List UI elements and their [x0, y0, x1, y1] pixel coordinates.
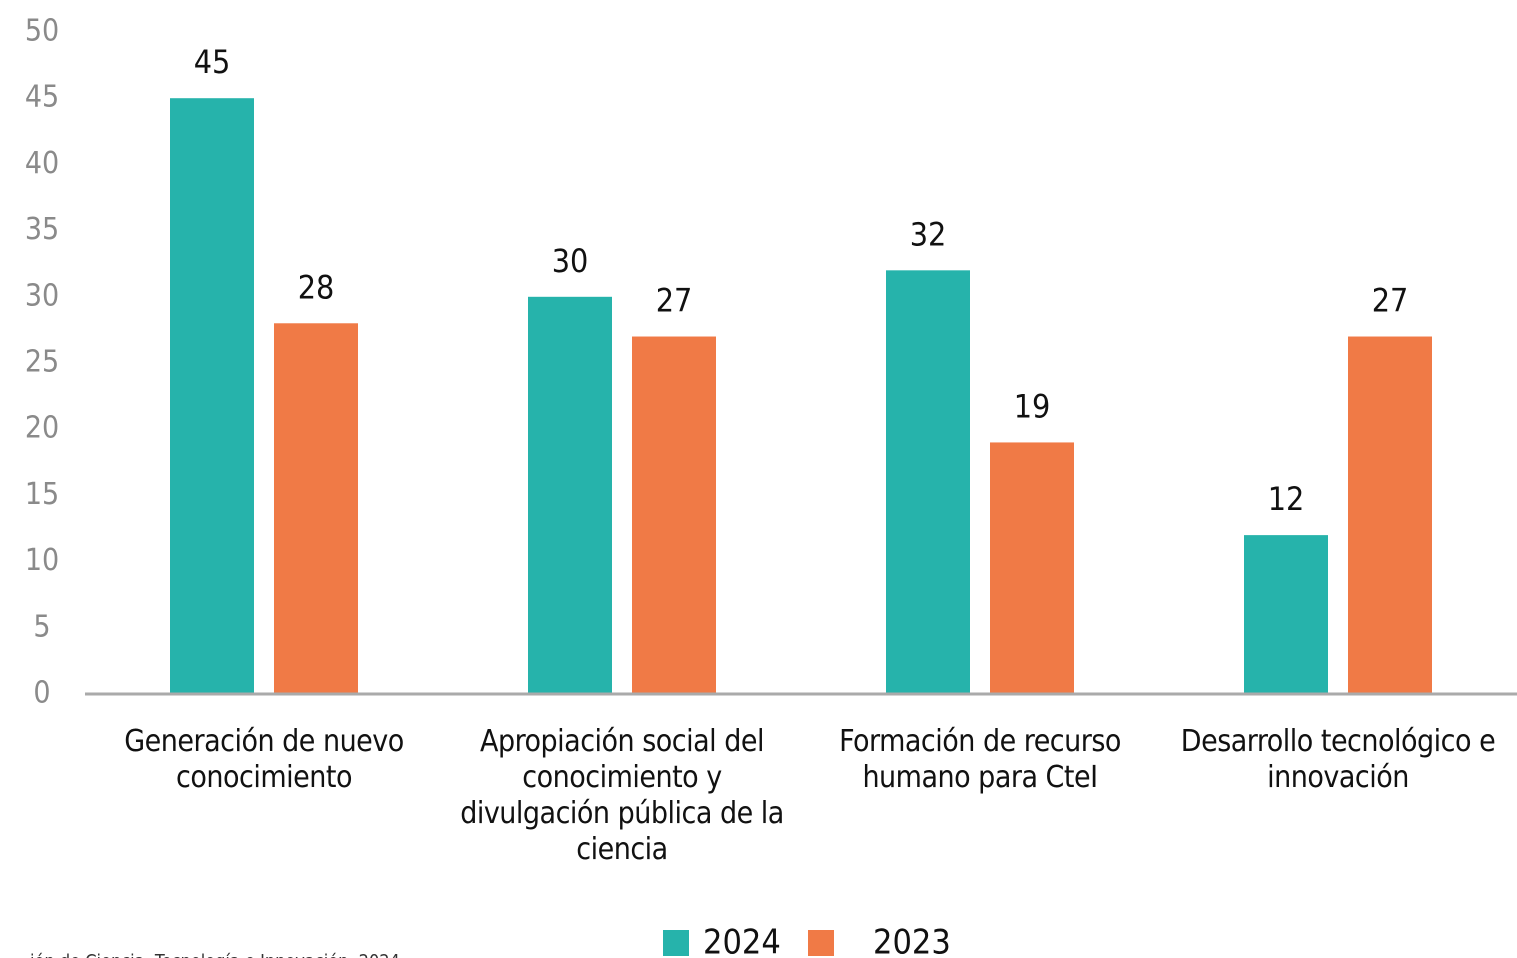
source-note: ión de Ciencia, Tecnología e Innovación,… — [30, 951, 400, 958]
y-tick-label: 15 — [25, 477, 59, 512]
y-tick-label: 45 — [25, 80, 59, 115]
y-tick-label: 50 — [25, 14, 59, 49]
x-tick-label: Desarrollo tecnológico e innovación — [1180, 724, 1496, 795]
data-label: 19 — [1014, 387, 1051, 425]
bar — [1244, 535, 1328, 694]
x-tick-label: Apropiación social del conocimiento y di… — [460, 724, 784, 867]
y-tick-label: 25 — [25, 345, 59, 380]
legend-swatch — [663, 930, 689, 956]
bar — [274, 323, 358, 694]
y-tick-label: 10 — [25, 543, 59, 578]
data-label: 28 — [298, 268, 335, 306]
data-label: 45 — [194, 43, 231, 81]
data-label: 27 — [1372, 282, 1409, 320]
bar — [528, 296, 612, 694]
y-tick-label: 35 — [25, 212, 59, 247]
x-tick-label: Formación de recurso humano para CteI — [839, 724, 1121, 795]
bar — [632, 336, 716, 694]
legend-label: 2024 — [703, 923, 781, 958]
y-tick-label: 0 — [33, 676, 50, 711]
data-label: 32 — [910, 215, 947, 253]
bar — [170, 98, 254, 694]
data-label: 30 — [552, 242, 589, 280]
legend-label: 2023 — [873, 923, 951, 958]
y-tick-label: 40 — [25, 146, 59, 181]
y-tick-label: 30 — [25, 278, 59, 313]
bar — [990, 442, 1074, 694]
data-label: 12 — [1268, 480, 1305, 518]
data-label: 27 — [656, 282, 693, 320]
x-tick-label: Generación de nuevo conocimiento — [124, 724, 404, 795]
y-tick-label: 5 — [33, 609, 50, 644]
bar — [1348, 336, 1432, 694]
legend-swatch — [808, 930, 834, 956]
y-tick-label: 20 — [25, 411, 59, 446]
bar — [886, 270, 970, 694]
